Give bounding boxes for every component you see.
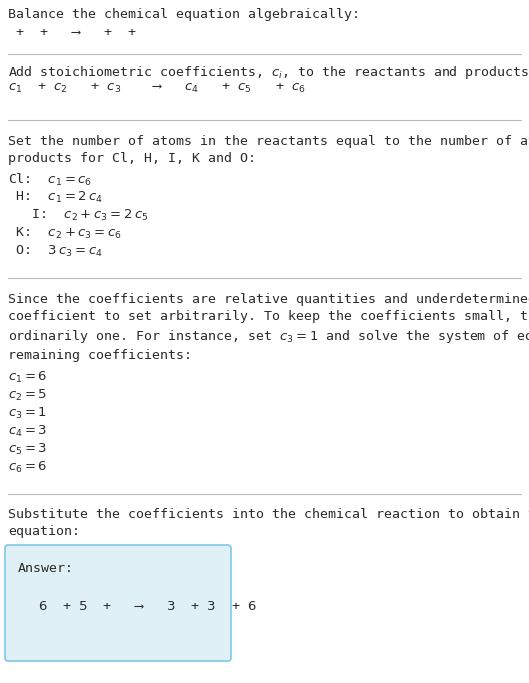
Text: $c_1$  + $c_2$   + $c_3$    ⟶   $c_4$   + $c_5$   + $c_6$: $c_1$ + $c_2$ + $c_3$ ⟶ $c_4$ + $c_5$ + … bbox=[8, 82, 306, 95]
Text: $c_5 = 3$: $c_5 = 3$ bbox=[8, 442, 47, 457]
Text: Add stoichiometric coefficients, $c_i$, to the reactants and products:: Add stoichiometric coefficients, $c_i$, … bbox=[8, 64, 529, 81]
Text: $c_2 = 5$: $c_2 = 5$ bbox=[8, 388, 47, 403]
Text: O:  $3\,c_3 = c_4$: O: $3\,c_3 = c_4$ bbox=[8, 244, 103, 259]
Text: Set the number of atoms in the reactants equal to the number of atoms in the
pro: Set the number of atoms in the reactants… bbox=[8, 135, 529, 165]
FancyBboxPatch shape bbox=[5, 545, 231, 661]
Text: +  +   ⟶   +  +: + + ⟶ + + bbox=[8, 26, 144, 39]
Text: Since the coefficients are relative quantities and underdetermined, choose a
coe: Since the coefficients are relative quan… bbox=[8, 293, 529, 362]
Text: Balance the chemical equation algebraically:: Balance the chemical equation algebraica… bbox=[8, 8, 360, 21]
Text: $c_1 = 6$: $c_1 = 6$ bbox=[8, 370, 47, 385]
Text: Substitute the coefficients into the chemical reaction to obtain the balanced
eq: Substitute the coefficients into the che… bbox=[8, 508, 529, 538]
Text: Cl:  $c_1 = c_6$: Cl: $c_1 = c_6$ bbox=[8, 172, 92, 188]
Text: Answer:: Answer: bbox=[18, 562, 74, 575]
Text: K:  $c_2 + c_3 = c_6$: K: $c_2 + c_3 = c_6$ bbox=[8, 226, 122, 241]
Text: $c_3 = 1$: $c_3 = 1$ bbox=[8, 406, 47, 421]
Text: H:  $c_1 = 2\,c_4$: H: $c_1 = 2\,c_4$ bbox=[8, 190, 103, 205]
Text: $c_6 = 6$: $c_6 = 6$ bbox=[8, 460, 47, 475]
Text: I:  $c_2 + c_3 = 2\,c_5$: I: $c_2 + c_3 = 2\,c_5$ bbox=[8, 208, 148, 223]
Text: $c_4 = 3$: $c_4 = 3$ bbox=[8, 424, 47, 439]
Text: $6$  + $5$  +   ⟶   $3$  + $3$  + $6$: $6$ + $5$ + ⟶ $3$ + $3$ + $6$ bbox=[38, 600, 257, 613]
